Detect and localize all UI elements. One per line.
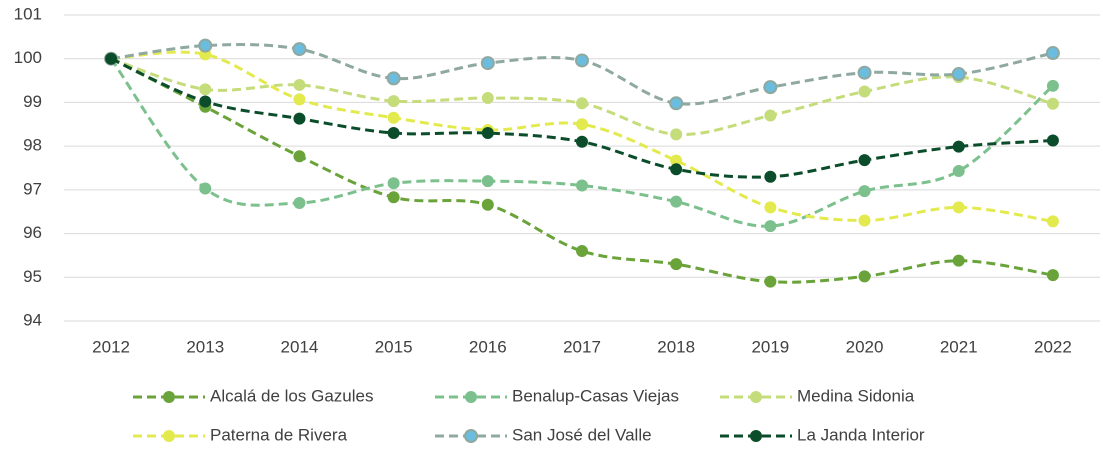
y-tick-label: 97: [23, 179, 42, 198]
point: [1045, 46, 1060, 61]
point: [576, 179, 588, 192]
point: [857, 65, 872, 80]
point: [670, 195, 683, 208]
y-tick-label: 94: [23, 310, 42, 329]
y-tick-label: 101: [14, 4, 42, 23]
x-tick-label: 2013: [186, 337, 224, 356]
legend-marker: [464, 429, 478, 443]
point: [952, 140, 965, 153]
point: [670, 163, 683, 176]
point: [576, 118, 588, 131]
point: [293, 196, 306, 209]
x-tick-label: 2015: [375, 337, 413, 356]
legend-label: La Janda Interior: [797, 425, 925, 444]
point: [1046, 97, 1059, 110]
legend-label: Alcalá de los Gazules: [210, 386, 373, 405]
legend-label: Paterna de Rivera: [210, 425, 348, 444]
point: [858, 85, 871, 98]
point: [199, 95, 212, 108]
point: [764, 201, 777, 214]
point: [858, 270, 871, 283]
point: [764, 220, 777, 233]
point: [481, 127, 494, 140]
point: [670, 128, 683, 141]
point: [670, 154, 683, 167]
point: [387, 111, 400, 124]
point: [952, 201, 965, 214]
x-tick-label: 2019: [751, 337, 789, 356]
x-tick-label: 2018: [657, 337, 695, 356]
point: [293, 93, 306, 106]
legend-marker: [163, 391, 175, 403]
point: [387, 127, 400, 140]
point: [670, 258, 683, 271]
point: [481, 175, 494, 188]
point: [763, 80, 778, 95]
point: [1046, 215, 1059, 228]
point: [952, 254, 965, 267]
point: [199, 182, 212, 195]
point: [105, 52, 118, 65]
point: [481, 198, 494, 211]
legend-label: Benalup-Casas Viejas: [512, 386, 679, 405]
point: [199, 83, 212, 96]
y-tick-label: 99: [23, 92, 42, 111]
legend-marker: [750, 391, 762, 403]
point: [575, 53, 589, 68]
series-line: [110, 57, 1054, 284]
x-tick-label: 2017: [563, 337, 601, 356]
y-tick-label: 95: [23, 267, 42, 286]
y-tick-label: 100: [14, 48, 42, 67]
point: [387, 95, 400, 108]
point: [1046, 134, 1059, 147]
point: [764, 170, 777, 183]
point: [293, 78, 306, 91]
point: [576, 97, 588, 110]
point: [387, 191, 400, 204]
x-tick-label: 2012: [92, 337, 130, 356]
legend-label: Medina Sidonia: [797, 386, 915, 405]
point: [293, 150, 306, 163]
point: [198, 38, 213, 53]
legend-marker: [465, 391, 477, 403]
y-tick-label: 96: [23, 223, 42, 242]
legend-label: San José del Valle: [512, 425, 652, 444]
x-tick-label: 2020: [846, 337, 884, 356]
point: [951, 67, 966, 82]
point: [576, 245, 588, 258]
y-tick-label: 98: [23, 136, 42, 155]
legend-marker: [163, 430, 175, 442]
x-tick-label: 2022: [1034, 337, 1072, 356]
x-tick-label: 2021: [940, 337, 978, 356]
point: [576, 135, 588, 148]
point: [386, 71, 401, 86]
x-tick-label: 2016: [469, 337, 507, 356]
point: [858, 185, 871, 198]
point: [952, 165, 965, 178]
x-tick-label: 2014: [281, 337, 319, 356]
point: [858, 154, 871, 167]
point: [764, 109, 777, 122]
point: [1046, 269, 1059, 282]
series-line: [109, 57, 1054, 228]
point: [481, 92, 494, 105]
point: [669, 96, 684, 111]
point: [387, 177, 400, 190]
point: [858, 214, 871, 227]
point: [293, 112, 306, 125]
legend-marker: [750, 430, 762, 442]
point: [764, 275, 777, 288]
point: [292, 42, 307, 57]
point: [1046, 79, 1059, 92]
point: [480, 56, 495, 71]
